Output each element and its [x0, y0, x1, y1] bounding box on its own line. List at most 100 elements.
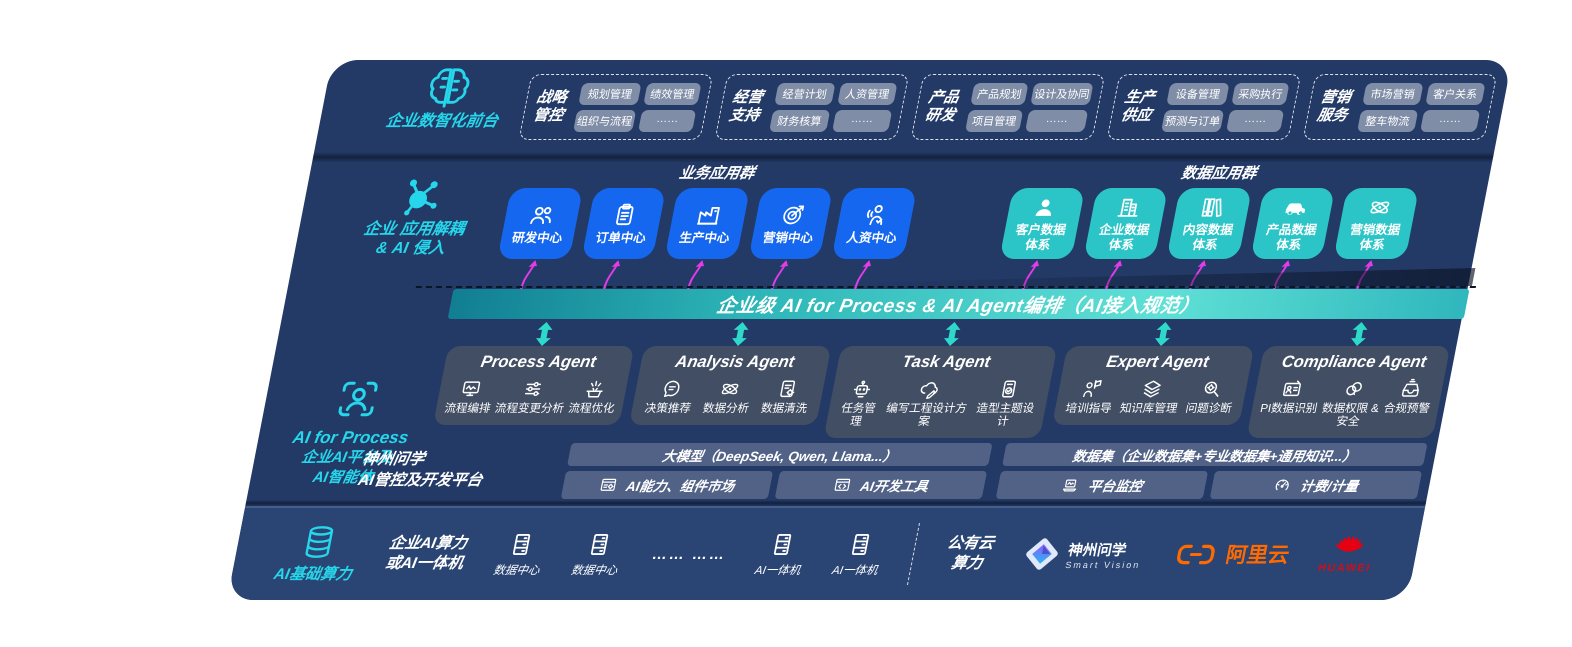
- server-icon: [505, 531, 537, 558]
- billing-bar: 计费/计量: [1209, 471, 1423, 499]
- tile-label: 产品数据 体系: [1265, 223, 1318, 252]
- smartvision-subtitle: Smart Vision: [1064, 559, 1142, 570]
- tray-alert-icon: [1397, 378, 1423, 400]
- agent-layer: AI for Process 企业AI平台及 AI智能体 Process Age…: [258, 322, 1461, 486]
- pill: 项目管理: [965, 109, 1024, 132]
- agent-item-label: 数据权限 & 安全: [1320, 403, 1380, 429]
- pill: ……: [831, 109, 893, 132]
- pill: ……: [1226, 109, 1285, 132]
- clipboard-icon: [610, 202, 641, 228]
- dashed-divider: [906, 523, 920, 585]
- pill: 整车物流: [1357, 109, 1418, 132]
- business-group-title: 业务应用群: [677, 165, 757, 182]
- tile-order-center: 订单中心: [574, 188, 667, 293]
- car-icon: [1280, 195, 1312, 220]
- target-icon: [777, 202, 808, 228]
- double-arrow-icon: [1349, 322, 1371, 346]
- front-office-label-block: 企业数智化前台: [360, 64, 533, 131]
- datacenter-node: 数据中心: [570, 531, 625, 578]
- sliders-icon: [520, 378, 546, 400]
- cloud-pen-icon: [917, 378, 943, 400]
- layers-icon: [1139, 378, 1165, 400]
- pill: 设备管理: [1166, 82, 1230, 105]
- agent-item-label: 流程变更分析: [493, 403, 566, 415]
- pill: 经营计划: [774, 82, 836, 105]
- pill: ……: [1025, 109, 1089, 132]
- double-arrow-icon: [730, 322, 752, 346]
- platform-label: 神州问学 AI管控及开发平台: [356, 451, 484, 489]
- pill: 绩效管理: [643, 82, 702, 105]
- integration-dashed-line: [415, 286, 1477, 288]
- agent-title: Process Agent: [479, 353, 598, 371]
- group-product: 产品 研发 产品规划 设计及协同 项目管理 ……: [910, 74, 1106, 140]
- books-icon: [1197, 195, 1227, 220]
- molecule-icon: [395, 176, 445, 218]
- teacher-icon: [1079, 378, 1105, 400]
- model-group: 大模型（DeepSeek, Qwen, Llama...） AI能力、组件市场 …: [560, 443, 993, 499]
- pill: 市场营销: [1362, 82, 1424, 105]
- pill: ……: [1419, 109, 1481, 132]
- link-circles-icon: [1341, 378, 1367, 400]
- pill: 采购执行: [1231, 82, 1290, 105]
- person-icon: [1030, 195, 1060, 220]
- tile-label: 客户数据 体系: [1014, 223, 1068, 252]
- building-icon: [1114, 195, 1144, 220]
- agent-item-label: 培训指导: [1064, 403, 1113, 415]
- double-arrow-icon: [941, 322, 963, 346]
- tool-label: AI能力、组件市场: [624, 479, 736, 494]
- front-office-groups: 战略 管控 规划管理 绩效管理 组织与流程 …… 经营 支持 经营计划 人资管理…: [518, 74, 1498, 140]
- group-production: 生产 供应 设备管理 采购执行 预测与订单 ……: [1106, 74, 1302, 140]
- task-agent-column: Task Agent 任务管理 编写工程设计方案 造型主题设计: [823, 322, 1062, 439]
- group-name: 产品 研发: [923, 89, 961, 124]
- tile-label: 研发中心: [510, 230, 564, 245]
- tile-hr-center: 人资中心: [825, 188, 918, 293]
- group-operation: 经营 支持 经营计划 人资管理 财务核算 ……: [714, 74, 910, 140]
- infra-label-block: AI基础算力: [272, 524, 361, 584]
- group-name: 经营 支持: [727, 89, 765, 124]
- compute-text: 企业AI算力 或AI一体机: [383, 534, 469, 572]
- banner-text: 企业级 AI for Process & AI Agent编排（AI接入规范）: [714, 295, 1202, 317]
- agent-cards: Process Agent 流程编排 流程变更分析 流程优化 Analysis …: [430, 322, 1455, 439]
- chat-head-icon: [658, 378, 684, 400]
- tile-label: 生产中心: [678, 230, 731, 245]
- node-label: 数据中心: [570, 564, 619, 577]
- agent-item-label: 数据分析: [701, 403, 750, 415]
- compliance-agent-column: Compliance Agent PI数据识别 数据权限 & 安全 合规预警: [1246, 322, 1455, 439]
- ai-devtools-bar: AI开发工具: [774, 471, 988, 499]
- business-app-group: 业务应用群 研发中心 订单中心 生产中心: [491, 162, 922, 293]
- analysis-agent-column: Analysis Agent 决策推荐 数据分析 数据清洗: [627, 322, 836, 438]
- agent-item-label: 知识库管理: [1118, 403, 1179, 415]
- tile-label: 订单中心: [594, 230, 648, 245]
- platform-monitor-bar: 平台监控: [995, 471, 1209, 499]
- aliyun-name: 阿里云: [1223, 544, 1292, 567]
- agent-item-label: 问题诊断: [1184, 403, 1233, 415]
- robot-icon: [849, 378, 875, 400]
- group-name: 生产 供应: [1119, 89, 1157, 124]
- pill: 客户关系: [1424, 82, 1486, 105]
- search-gear-icon: [1199, 378, 1225, 400]
- decouple-label: 企业 应用解耦 & AI 侵入: [362, 221, 466, 258]
- huawei-logo: HUAWEI: [1317, 535, 1377, 574]
- ai-orchestration-banner: 企业级 AI for Process & AI Agent编排（AI接入规范）: [447, 289, 1470, 319]
- code-window-icon: [832, 476, 853, 494]
- front-office-label: 企业数智化前台: [384, 113, 500, 130]
- brain-icon: [421, 64, 476, 110]
- window-gear-icon: [598, 476, 619, 494]
- agent-item-label: 任务管理: [839, 403, 877, 429]
- ai-appliance-node: AI一体机: [831, 531, 886, 578]
- compliance-agent-card: Compliance Agent PI数据识别 数据权限 & 安全 合规预警: [1246, 346, 1451, 439]
- process-agent-card: Process Agent 流程编排 流程变更分析 流程优化: [433, 346, 635, 426]
- agent-item-label: 流程编排: [443, 403, 492, 415]
- double-arrow-icon: [533, 322, 555, 346]
- agent-item-label: 决策推荐: [643, 403, 692, 415]
- pill: ……: [638, 109, 697, 132]
- analysis-agent-card: Analysis Agent 决策推荐 数据分析 数据清洗: [629, 346, 832, 426]
- id-card-icon: [1279, 378, 1305, 400]
- infra-label: AI基础算力: [272, 566, 354, 583]
- tablet-check-icon: [996, 378, 1022, 400]
- tile-label: 企业数据 体系: [1097, 223, 1151, 252]
- tile-production-center: 生产中心: [658, 188, 750, 293]
- server-icon: [583, 531, 615, 558]
- data-group-title: 数据应用群: [1179, 165, 1259, 182]
